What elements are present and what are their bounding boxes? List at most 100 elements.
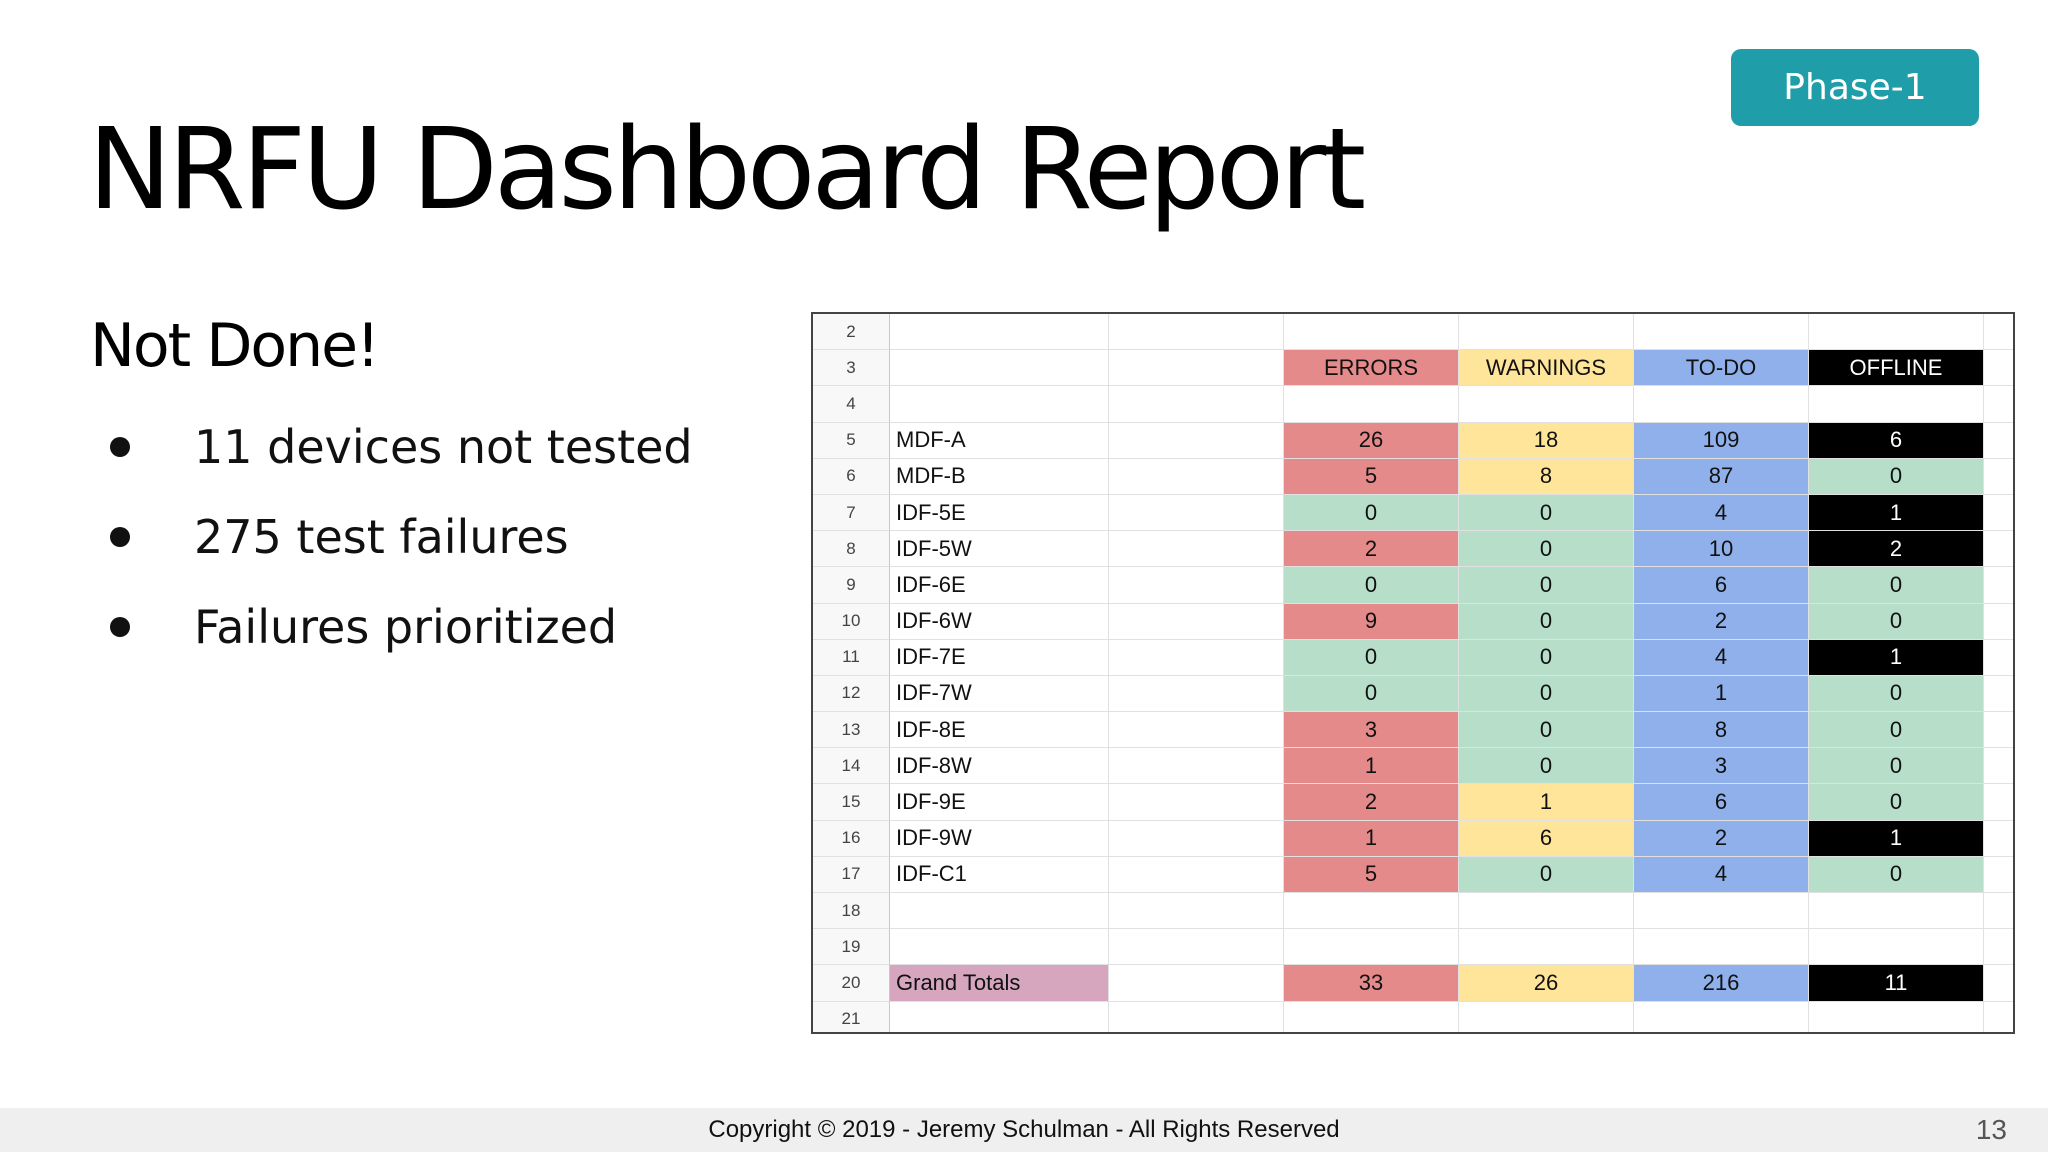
value-cell: 1 [1284, 820, 1459, 857]
value-cell: 6 [1459, 820, 1634, 857]
row-number: 21 [813, 1001, 890, 1032]
empty-cell [1984, 640, 2013, 676]
empty-cell [1634, 893, 1809, 930]
row-number: 12 [813, 675, 890, 713]
row-number: 9 [813, 567, 890, 604]
bullet-list: 11 devices not tested 275 test failures … [110, 402, 693, 672]
row-number: 3 [813, 350, 890, 387]
value-cell: 0 [1459, 675, 1634, 713]
empty-cell [1984, 676, 2013, 713]
device-name-cell: IDF-9W [890, 820, 1109, 857]
row-number: 8 [813, 531, 890, 568]
bullet-dot-icon [110, 527, 130, 547]
empty-cell [1109, 350, 1284, 387]
value-cell: 2 [1284, 784, 1459, 821]
empty-cell [890, 1001, 1109, 1032]
value-cell: 0 [1809, 784, 1984, 821]
value-cell: 0 [1284, 494, 1459, 532]
value-cell: 5 [1284, 856, 1459, 893]
value-cell: 0 [1284, 567, 1459, 604]
value-cell: 87 [1634, 458, 1809, 495]
empty-cell [1984, 459, 2013, 495]
empty-cell [1109, 748, 1284, 785]
empty-cell [1459, 1001, 1634, 1032]
value-cell: 6 [1634, 567, 1809, 604]
value-cell: 1 [1809, 820, 1984, 857]
empty-cell [1284, 1001, 1459, 1032]
row-number: 20 [813, 965, 890, 1002]
empty-cell [1109, 314, 1284, 351]
empty-cell [1984, 784, 2013, 821]
row-number: 4 [813, 386, 890, 423]
copyright-text: Copyright © 2019 - Jeremy Schulman - All… [708, 1116, 1340, 1143]
device-name-cell: IDF-7W [890, 675, 1109, 713]
footer-bar: Copyright © 2019 - Jeremy Schulman - All… [0, 1108, 2048, 1152]
empty-cell [1984, 386, 2013, 423]
bullet-dot-icon [110, 437, 130, 457]
bullet-item: 11 devices not tested [110, 402, 693, 492]
bullet-item: Failures prioritized [110, 582, 693, 672]
empty-cell [1109, 675, 1284, 713]
empty-cell [1109, 531, 1284, 568]
value-cell: 0 [1459, 748, 1634, 785]
column-header: ERRORS [1284, 350, 1459, 387]
row-number: 14 [813, 748, 890, 785]
row-number: 19 [813, 929, 890, 966]
empty-cell [1459, 314, 1634, 351]
row-number: 15 [813, 784, 890, 821]
empty-cell [1984, 1002, 2013, 1032]
empty-cell [1809, 386, 1984, 423]
value-cell: 0 [1459, 603, 1634, 640]
value-cell: 0 [1459, 494, 1634, 532]
empty-cell [1459, 929, 1634, 966]
spreadsheet-screenshot: 2 3 ERRORS WARNINGS TO-DO OFFLINE 4 5 MDF-A 26 18 1… [811, 312, 2015, 1034]
row-number: 13 [813, 712, 890, 749]
empty-cell [1984, 893, 2013, 930]
empty-cell [1109, 784, 1284, 821]
device-name-cell: MDF-A [890, 422, 1109, 459]
empty-cell [1109, 1001, 1284, 1032]
value-cell: 0 [1809, 567, 1984, 604]
empty-cell [1109, 422, 1284, 459]
empty-cell [1109, 494, 1284, 532]
value-cell: 0 [1809, 712, 1984, 749]
bullet-item: 275 test failures [110, 492, 693, 582]
row-number: 16 [813, 820, 890, 857]
value-cell: 18 [1459, 422, 1634, 459]
value-cell: 8 [1634, 712, 1809, 749]
device-name-cell: MDF-B [890, 458, 1109, 495]
value-cell: 4 [1634, 494, 1809, 532]
column-header: TO-DO [1634, 350, 1809, 387]
empty-cell [1984, 857, 2013, 893]
empty-cell [1284, 893, 1459, 930]
bullet-text: Failures prioritized [194, 600, 618, 654]
slide-title: NRFU Dashboard Report [88, 105, 1366, 235]
empty-cell [1109, 712, 1284, 749]
empty-cell [1634, 1001, 1809, 1032]
empty-cell [1809, 314, 1984, 351]
empty-cell [1109, 567, 1284, 604]
device-name-cell: IDF-5E [890, 494, 1109, 532]
empty-cell [1109, 386, 1284, 423]
empty-cell [1809, 929, 1984, 966]
empty-cell [1634, 929, 1809, 966]
value-cell: 2 [1634, 603, 1809, 640]
value-cell: 0 [1459, 567, 1634, 604]
value-cell: 0 [1809, 603, 1984, 640]
empty-cell [1634, 386, 1809, 423]
row-number: 7 [813, 494, 890, 532]
empty-cell [1109, 458, 1284, 495]
value-cell: 0 [1459, 639, 1634, 676]
device-name-cell: IDF-9E [890, 784, 1109, 821]
grand-total-cell: 26 [1459, 965, 1634, 1002]
empty-cell [890, 314, 1109, 351]
value-cell: 26 [1284, 422, 1459, 459]
bullet-text: 11 devices not tested [194, 420, 693, 474]
row-number: 10 [813, 603, 890, 640]
value-cell: 2 [1634, 820, 1809, 857]
empty-cell [1984, 567, 2013, 604]
bullet-text: 275 test failures [194, 510, 569, 564]
grand-total-cell: 216 [1634, 965, 1809, 1002]
device-name-cell: IDF-7E [890, 639, 1109, 676]
row-number: 18 [813, 893, 890, 930]
